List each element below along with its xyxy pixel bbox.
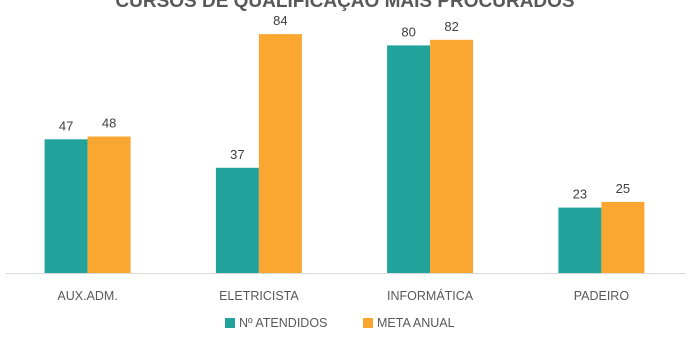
data-label-aux-adm-n-atendidos: 47 bbox=[59, 118, 73, 133]
bar-eletricista-meta-anual bbox=[258, 34, 302, 273]
bar-informatica-meta-anual bbox=[430, 39, 474, 273]
bar-informatica-n-atendidos bbox=[387, 45, 431, 274]
bar-eletricista-n-atendidos bbox=[215, 167, 259, 273]
data-label-padeiro-meta-anual: 25 bbox=[616, 181, 630, 196]
x-tick-label-eletricista: ELETRICISTA bbox=[219, 289, 299, 303]
x-tick-label-informatica: INFORMÁTICA bbox=[387, 288, 474, 303]
bar-aux-adm-n-atendidos bbox=[44, 139, 88, 273]
legend-swatch-n-atendidos bbox=[225, 318, 235, 328]
bar-padeiro-n-atendidos bbox=[558, 207, 602, 273]
legend-swatch-meta-anual bbox=[363, 318, 373, 328]
legend-label-n-atendidos: Nº ATENDIDOS bbox=[239, 316, 327, 330]
data-label-eletricista-n-atendidos: 37 bbox=[230, 147, 244, 162]
data-label-informatica-n-atendidos: 80 bbox=[401, 24, 415, 39]
data-labels-group: 47 48 37 84 80 82 23 25 bbox=[59, 13, 630, 202]
data-label-padeiro-n-atendidos: 23 bbox=[573, 187, 587, 202]
legend: Nº ATENDIDOS META ANUAL bbox=[225, 316, 455, 330]
chart-title: CURSOS DE QUALIFICAÇÃO MAIS PROCURADOS bbox=[115, 0, 574, 12]
data-label-eletricista-meta-anual: 84 bbox=[273, 13, 287, 28]
legend-label-meta-anual: META ANUAL bbox=[377, 316, 455, 330]
bars-group bbox=[44, 34, 645, 274]
x-tick-label-padeiro: PADEIRO bbox=[574, 289, 630, 303]
x-tick-label-aux-adm: AUX.ADM. bbox=[57, 289, 117, 303]
x-tick-labels: AUX.ADM. ELETRICISTA INFORMÁTICA PADEIRO bbox=[57, 288, 629, 303]
data-label-informatica-meta-anual: 82 bbox=[444, 19, 458, 34]
bar-aux-adm-meta-anual bbox=[87, 136, 131, 273]
data-label-aux-adm-meta-anual: 48 bbox=[102, 116, 116, 131]
bar-padeiro-meta-anual bbox=[601, 201, 645, 273]
